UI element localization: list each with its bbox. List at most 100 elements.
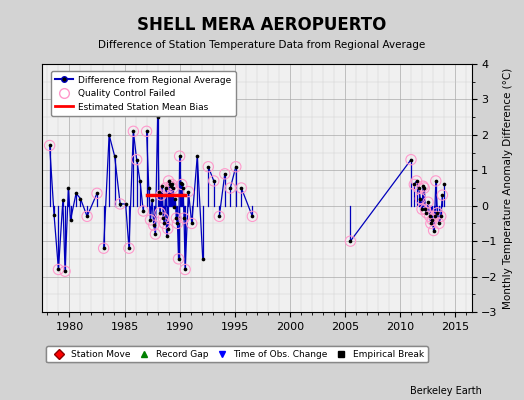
Point: [145, 185, 153, 191]
Point: [172, 215, 181, 221]
Point: [116, 201, 124, 207]
Point: [148, 197, 156, 204]
Point: [133, 156, 141, 163]
Point: [125, 245, 133, 252]
Point: [129, 128, 138, 134]
Point: [420, 185, 429, 191]
Point: [435, 220, 443, 227]
Y-axis label: Monthly Temperature Anomaly Difference (°C): Monthly Temperature Anomaly Difference (…: [504, 67, 514, 309]
Point: [435, 220, 443, 227]
Point: [93, 190, 101, 196]
Point: [105, 132, 113, 138]
Point: [162, 233, 171, 239]
Point: [436, 213, 445, 220]
Point: [432, 178, 440, 184]
Point: [414, 185, 423, 191]
Point: [136, 178, 144, 184]
Point: [237, 185, 246, 191]
Point: [429, 227, 438, 234]
Point: [248, 213, 257, 220]
Point: [427, 220, 435, 227]
Point: [226, 185, 235, 191]
Point: [167, 183, 175, 190]
Point: [155, 188, 163, 195]
Point: [172, 215, 181, 221]
Point: [116, 201, 124, 207]
Point: [215, 213, 224, 220]
Point: [221, 171, 229, 177]
Point: [237, 185, 246, 191]
Point: [163, 226, 172, 232]
Point: [54, 266, 63, 273]
Point: [168, 181, 176, 188]
Point: [154, 114, 162, 120]
Point: [428, 217, 436, 223]
Point: [161, 185, 170, 191]
Point: [431, 213, 439, 220]
Point: [433, 210, 442, 216]
Point: [72, 190, 80, 196]
Point: [210, 178, 218, 184]
Point: [67, 217, 75, 223]
Point: [129, 128, 138, 134]
Point: [165, 178, 173, 184]
Point: [139, 208, 147, 214]
Point: [163, 226, 172, 232]
Point: [440, 181, 448, 188]
Point: [418, 206, 426, 212]
Point: [232, 164, 240, 170]
Point: [221, 171, 229, 177]
Point: [410, 181, 419, 188]
Point: [168, 181, 176, 188]
Point: [83, 213, 91, 220]
Point: [412, 178, 421, 184]
Point: [50, 211, 58, 218]
Point: [248, 213, 257, 220]
Point: [143, 128, 151, 134]
Point: [188, 220, 196, 227]
Point: [156, 210, 164, 216]
Point: [181, 266, 189, 273]
Point: [143, 128, 151, 134]
Point: [177, 180, 185, 186]
Point: [424, 199, 432, 205]
Point: [59, 197, 67, 204]
Point: [429, 227, 438, 234]
Point: [179, 185, 187, 191]
Point: [160, 220, 169, 227]
Point: [160, 220, 169, 227]
Point: [432, 178, 440, 184]
Point: [176, 153, 184, 159]
Point: [133, 156, 141, 163]
Point: [215, 213, 224, 220]
Point: [232, 164, 240, 170]
Point: [184, 188, 193, 195]
Point: [431, 213, 439, 220]
Point: [61, 268, 69, 274]
Point: [407, 156, 415, 163]
Point: [83, 213, 91, 220]
Point: [46, 142, 54, 149]
Point: [149, 222, 158, 228]
Point: [171, 196, 179, 202]
Point: [93, 190, 101, 196]
Point: [159, 215, 168, 221]
Text: Difference of Station Temperature Data from Regional Average: Difference of Station Temperature Data f…: [99, 40, 425, 50]
Point: [407, 156, 415, 163]
Point: [167, 183, 175, 190]
Point: [438, 192, 446, 198]
Point: [193, 153, 201, 159]
Point: [100, 245, 108, 252]
Point: [184, 188, 193, 195]
Point: [433, 210, 442, 216]
Point: [54, 266, 63, 273]
Point: [77, 196, 85, 202]
Point: [346, 238, 355, 244]
Point: [151, 231, 160, 237]
Point: [204, 164, 212, 170]
Point: [425, 213, 434, 220]
Text: SHELL MERA AEROPUERTO: SHELL MERA AEROPUERTO: [137, 16, 387, 34]
Point: [161, 185, 170, 191]
Point: [188, 220, 196, 227]
Point: [173, 220, 182, 227]
